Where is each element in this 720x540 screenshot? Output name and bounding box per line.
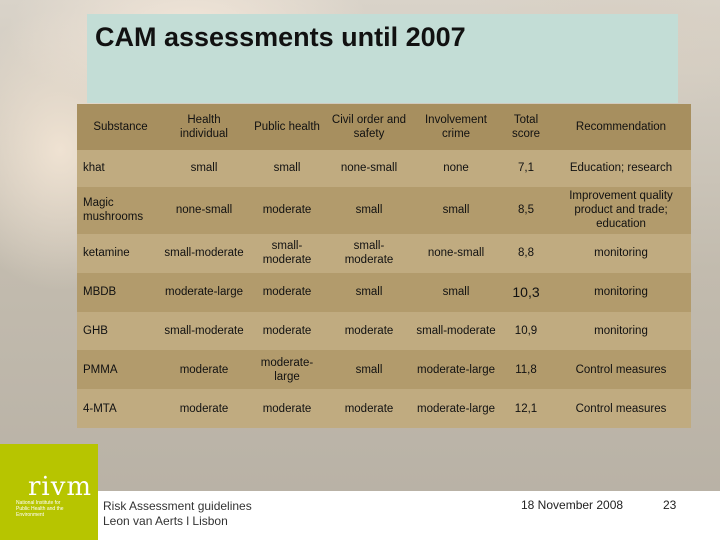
header-health-individual: Health individual [161,104,247,150]
cell-public-health: small [247,150,327,187]
cell-recommendation: monitoring [551,234,691,273]
cell-civil-order: moderate [327,389,411,428]
cell-health-individual: small [161,150,247,187]
slide-title: CAM assessments until 2007 [95,22,466,52]
rivm-logo: rivm National Institute for Public Healt… [0,444,98,540]
cell-health-individual: small-moderate [161,234,247,273]
cell-public-health: moderate [247,272,327,312]
cell-involvement-crime: small [411,186,501,235]
table-header-row: Substance Health individual Public healt… [77,104,691,150]
header-public-health: Public health [247,104,327,150]
cell-health-individual: small-moderate [161,311,247,351]
cell-total-score: 12,1 [501,389,551,428]
cell-substance: khat [77,150,161,187]
table-row: GHB small-moderate moderate moderate sma… [77,311,691,351]
cell-total-score: 8,5 [501,186,551,235]
cell-recommendation: Control measures [551,350,691,390]
table-row: MBDB moderate-large moderate small small… [77,272,691,312]
cell-recommendation: monitoring [551,311,691,351]
cell-public-health: moderate [247,389,327,428]
cell-involvement-crime: none [411,150,501,187]
cell-involvement-crime: moderate-large [411,350,501,390]
cell-involvement-crime: moderate-large [411,389,501,428]
header-involvement-crime: Involvement crime [411,104,501,150]
cell-health-individual: moderate-large [161,272,247,312]
cell-recommendation: monitoring [551,272,691,312]
header-substance: Substance [77,104,161,150]
cell-substance: 4-MTA [77,389,161,428]
cell-recommendation: Education; research [551,150,691,187]
cell-involvement-crime: small-moderate [411,311,501,351]
footer-bar [0,491,720,540]
cell-public-health: moderate [247,186,327,235]
cell-health-individual: moderate [161,389,247,428]
cell-substance: ketamine [77,234,161,273]
table-row: khat small small none-small none 7,1 Edu… [77,150,691,187]
table-row: PMMA moderate moderate-large small moder… [77,350,691,390]
cell-substance: Magic mushrooms [77,186,161,235]
header-total-score: Total score [501,104,551,150]
logo-subtitle: National Institute for Public Health and… [16,500,64,518]
cell-civil-order: none-small [327,150,411,187]
cell-health-individual: moderate [161,350,247,390]
cell-health-individual: none-small [161,186,247,235]
table-row: 4-MTA moderate moderate moderate moderat… [77,389,691,428]
table-row: ketamine small-moderate small-moderate s… [77,234,691,273]
cell-total-score: 10,9 [501,311,551,351]
title-box: CAM assessments until 2007 [87,14,678,103]
table-row: Magic mushrooms none-small moderate smal… [77,186,691,235]
footer-line-1: Risk Assessment guidelines [103,499,252,513]
cell-recommendation: Improvement quality product and trade; e… [551,186,691,235]
cell-total-score: 10,3 [501,272,551,312]
cell-involvement-crime: none-small [411,234,501,273]
cell-substance: PMMA [77,350,161,390]
cell-involvement-crime: small [411,272,501,312]
cell-total-score: 11,8 [501,350,551,390]
cell-public-health: moderate-large [247,350,327,390]
cell-civil-order: moderate [327,311,411,351]
header-recommendation: Recommendation [551,104,691,150]
cell-substance: GHB [77,311,161,351]
assessment-table: Substance Health individual Public healt… [77,104,691,428]
cell-substance: MBDB [77,272,161,312]
page-number: 23 [663,498,677,512]
cell-public-health: moderate [247,311,327,351]
footer-date: 18 November 2008 [521,498,624,512]
cell-total-score: 8,8 [501,234,551,273]
cell-civil-order: small [327,350,411,390]
logo-wordmark: rivm [28,472,93,502]
cell-civil-order: small [327,186,411,235]
cell-civil-order: small [327,272,411,312]
cell-recommendation: Control measures [551,389,691,428]
cell-civil-order: small-moderate [327,234,411,273]
header-civil-order: Civil order and safety [327,104,411,150]
footer-presentation-info: Risk Assessment guidelines Leon van Aert… [103,499,252,529]
cell-public-health: small-moderate [247,234,327,273]
footer-line-2: Leon van Aerts l Lisbon [103,514,228,528]
cell-total-score: 7,1 [501,150,551,187]
